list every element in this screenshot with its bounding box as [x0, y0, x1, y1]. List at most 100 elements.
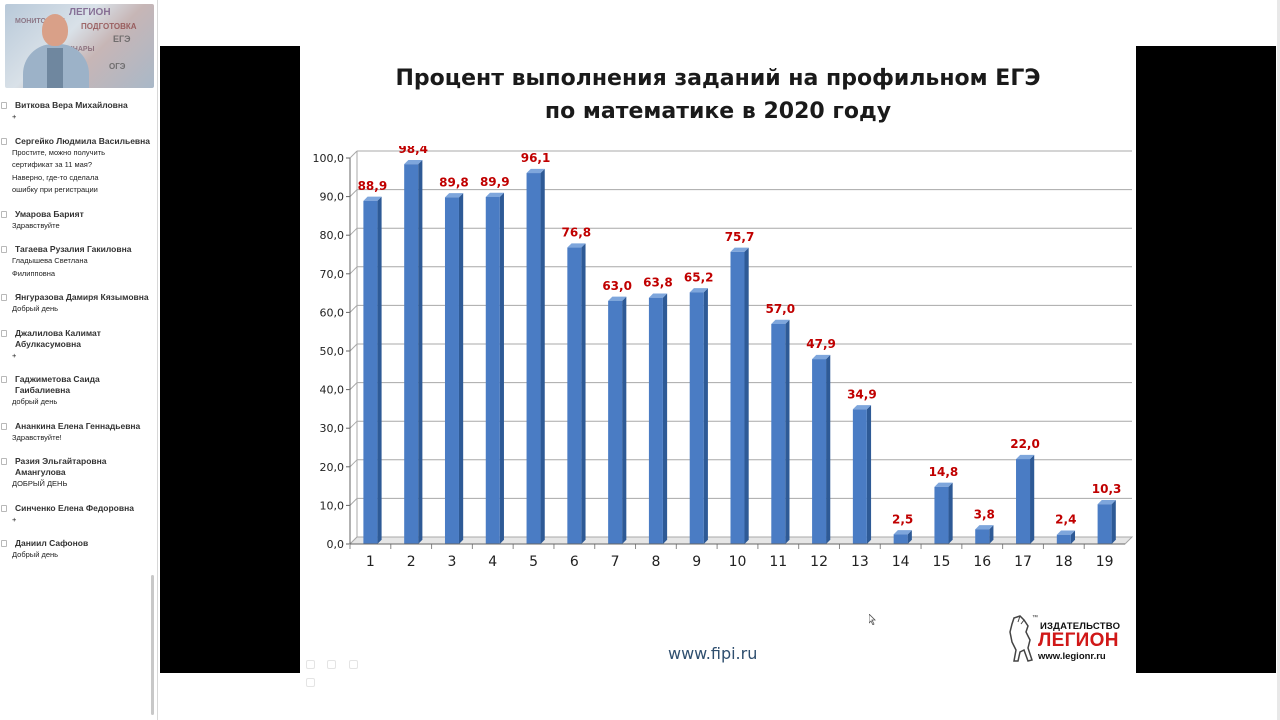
- bar: [689, 292, 704, 544]
- bar-top: [1056, 530, 1076, 535]
- x-tick-label: 8: [651, 554, 660, 570]
- bar-side: [826, 354, 831, 544]
- chat-text: +: [12, 350, 17, 360]
- x-tick-label: 18: [1055, 554, 1073, 570]
- bar-top: [567, 243, 586, 248]
- chat-author: Тагаева Рузалия Гакиловна: [15, 244, 132, 254]
- bar: [404, 164, 419, 544]
- bar-value-label: 2,5: [892, 512, 913, 526]
- chat-text: Гладышева Светлана: [12, 256, 88, 265]
- bar-top: [771, 319, 790, 324]
- bar: [444, 197, 459, 544]
- bar-side: [622, 296, 627, 544]
- bar-value-label: 34,9: [847, 387, 877, 401]
- bar-value-label: 47,9: [806, 337, 836, 351]
- bar-chart: 0,0 10,0 20,0 30,0 40,0 50,0 60,0 70,0 80,0 90,0 1…: [313, 146, 1134, 570]
- bar: [771, 323, 786, 544]
- user-icon: [1, 210, 7, 218]
- chat-text: +: [12, 112, 17, 121]
- x-tick-label: 4: [488, 554, 497, 570]
- bar-value-label: 88,9: [358, 179, 388, 193]
- chat-text: +: [12, 514, 17, 524]
- y-tick-label: 90,0: [320, 191, 345, 204]
- x-tick-label: 17: [1014, 554, 1032, 570]
- chat-author: Янгуразова Дамиря Кязымовна: [15, 292, 149, 302]
- bar-top: [893, 530, 912, 535]
- bar-value-label: 89,9: [480, 175, 510, 189]
- sidebar-scrollbar[interactable]: [151, 575, 154, 715]
- presenter-shirt: [47, 48, 63, 88]
- bar-side: [989, 525, 994, 544]
- slide-title: Процент выполнения заданий на профильном…: [300, 62, 1136, 128]
- right-edge-strip: [1277, 0, 1280, 720]
- bar-value-label: 14,8: [929, 465, 959, 479]
- bar: [363, 200, 378, 544]
- bar-side: [1030, 454, 1035, 544]
- presenter-head: [42, 14, 68, 46]
- chat-author: Гаджиметова Саида Гаибалиевна: [15, 374, 100, 395]
- chat-author: Умарова Барият: [15, 208, 84, 219]
- bar: [608, 300, 623, 544]
- user-icon: [1, 504, 7, 512]
- bar-value-label: 98,4: [398, 146, 428, 156]
- prev-slide-icon[interactable]: [306, 660, 315, 669]
- chat-author: Виткова Вера Михайловна: [15, 100, 128, 110]
- bar-side: [1111, 500, 1116, 544]
- bar-side: [703, 288, 708, 544]
- chat-text: Добрый день: [12, 550, 59, 559]
- bar-value-label: 63,8: [643, 276, 673, 290]
- bar-top: [689, 288, 708, 293]
- wall-word: ЕГЭ: [113, 34, 131, 44]
- wall-word: ПОДГОТОВКА: [81, 22, 137, 31]
- bar-top: [934, 482, 953, 487]
- y-tick-label: 50,0: [320, 345, 345, 358]
- x-tick-label: 11: [769, 554, 787, 570]
- gridline-diag: [349, 227, 358, 236]
- bar-value-label: 75,7: [725, 230, 755, 244]
- horse-logo-icon: [1009, 615, 1033, 662]
- bar-side: [907, 530, 912, 544]
- gridline-diag: [349, 343, 358, 352]
- chat-text: добрый день: [12, 397, 58, 406]
- chat-message-list: Виткова Вера Михайловна + Сергейко Людмила…: [0, 96, 152, 562]
- bar-side: [499, 192, 504, 544]
- legion-logo: ™ ИЗДАТЕЛЬСТВО ЛЕГИОН www.legionr.ru: [1006, 614, 1126, 668]
- bar: [485, 196, 500, 544]
- bar: [567, 247, 582, 544]
- bar-value-label: 65,2: [684, 270, 714, 284]
- chat-message: Джалилова Калимат Абулкасумовна +: [0, 328, 152, 363]
- next-slide-icon[interactable]: [306, 678, 315, 687]
- chat-text: Филипповна: [12, 268, 56, 278]
- bar: [1097, 504, 1112, 544]
- wall-word: МОНИТОРИНГ: [15, 18, 65, 25]
- bar-value-label: 10,3: [1092, 482, 1122, 496]
- x-tick-label: 16: [973, 554, 991, 570]
- bar-top: [363, 196, 382, 201]
- bar-side: [866, 405, 872, 544]
- bar: [1056, 534, 1071, 544]
- bar-side: [1070, 530, 1076, 544]
- user-icon: [1, 246, 7, 253]
- x-tick-label: 15: [933, 554, 951, 570]
- user-icon: [1, 422, 7, 430]
- x-tick-label: 12: [810, 554, 828, 570]
- user-icon: [1, 329, 7, 337]
- bar-value-label: 22,0: [1010, 437, 1040, 451]
- chat-message: Гаджиметова Саида Гаибалиевна добрый день: [0, 374, 152, 409]
- gridline-diag: [349, 382, 358, 390]
- presenter-webcam: ЛЕГИОН МОНИТОРИНГ ПОДГОТОВКА ВЕБИНАРЫ ЕГ…: [5, 4, 154, 88]
- bar-top: [1097, 500, 1116, 505]
- bar-side: [540, 168, 545, 544]
- menu-icon[interactable]: [348, 660, 358, 669]
- bar: [975, 529, 990, 544]
- y-tick-label: 10,0: [320, 499, 345, 512]
- y-tick-label: 80,0: [320, 229, 345, 242]
- wall-word: ОГЭ: [109, 62, 126, 71]
- chat-message: Тагаева Рузалия Гакиловна Гладышева Светл…: [0, 244, 152, 280]
- x-tick-label: 10: [729, 554, 747, 570]
- chat-message: Ананкина Елена Геннадьевна Здравствуйте!: [0, 421, 152, 445]
- bar-top: [852, 405, 872, 410]
- pen-icon[interactable]: [327, 660, 337, 669]
- gridline-diag: [349, 459, 358, 468]
- bar-value-label: 89,8: [439, 175, 469, 189]
